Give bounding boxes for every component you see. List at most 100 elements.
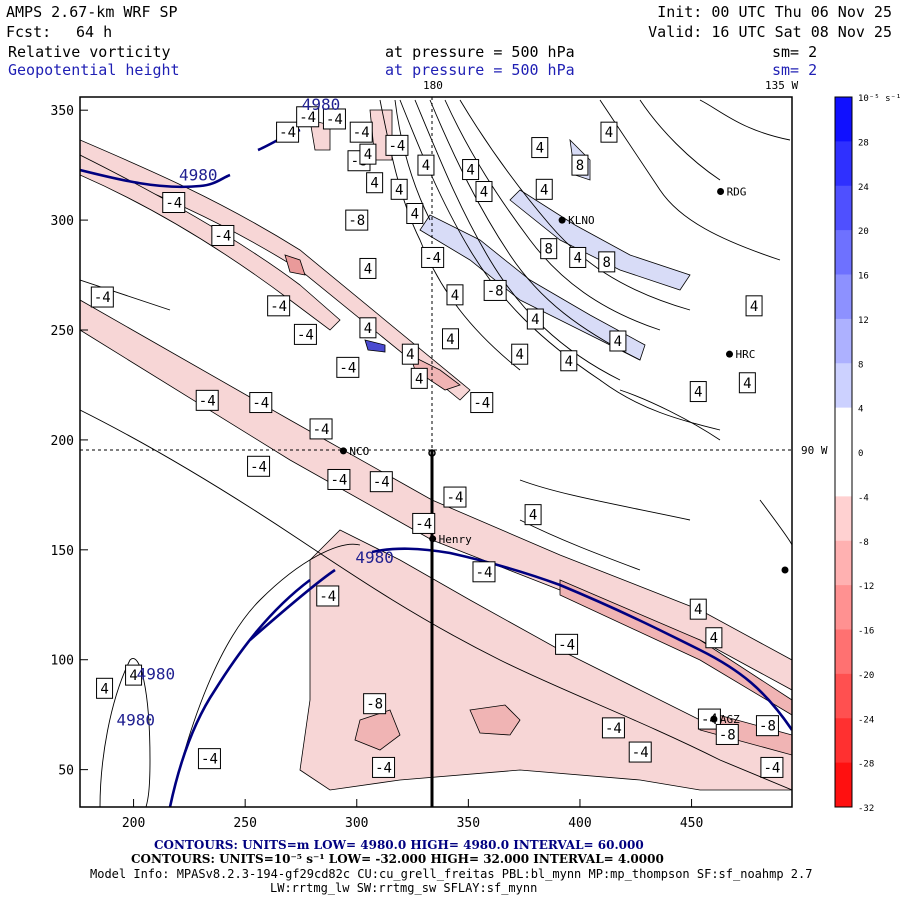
colorbar-segment	[835, 496, 852, 542]
svg-text:8: 8	[544, 242, 552, 258]
valid-time: Valid: 16 UTC Sat 08 Nov 25	[648, 23, 892, 41]
colorbar-tick-label: -20	[858, 671, 874, 681]
svg-text:4: 4	[100, 681, 108, 697]
svg-text:4: 4	[515, 347, 523, 363]
colorbar-segment	[835, 762, 852, 808]
vorticity-label: -4	[472, 561, 496, 583]
height-contour-label: 4980	[117, 711, 156, 730]
vorticity-label: 4	[366, 172, 384, 194]
svg-text:-4: -4	[763, 760, 780, 776]
colorbar-tick-label: 12	[858, 316, 869, 326]
svg-text:-4: -4	[313, 422, 330, 438]
colorbar-segment	[835, 318, 852, 364]
svg-text:4: 4	[574, 250, 582, 266]
vorticity-label: 8	[598, 251, 616, 273]
y-tick-label: 250	[51, 324, 74, 339]
station-dot	[717, 188, 725, 196]
svg-text:-4: -4	[252, 396, 269, 412]
svg-text:4: 4	[605, 125, 613, 141]
section-marker	[428, 449, 436, 457]
svg-text:8: 8	[603, 255, 611, 271]
svg-text:-4: -4	[373, 475, 390, 491]
meridian-90w-label: 90 W	[801, 444, 828, 457]
station-dot	[429, 535, 437, 543]
colorbar-tick-label: -8	[858, 538, 869, 548]
model-info: Model Info: MPASv8.2.3-194-gf29cd82c CU:…	[90, 867, 813, 881]
vorticity-label: 4	[511, 343, 529, 365]
vorticity-label: -4	[421, 246, 445, 268]
vorticity-label: -4	[316, 585, 340, 607]
vorticity-label: -4	[369, 471, 393, 493]
vorticity-label: -4	[760, 756, 784, 778]
colorbar-tick-label: -4	[858, 493, 869, 503]
colorbar: 28 24 20 16 12 8 4 0 -4 -8 -12 -16 -20 -24 -28 -32	[834, 96, 874, 814]
colorbar-tick-label: -28	[858, 760, 874, 770]
station-dot	[726, 350, 734, 358]
model-info-radiation: LW:rrtmg_lw SW:rrtmg_sw SFLAY:sf_mynn	[270, 881, 538, 895]
svg-text:-4: -4	[330, 472, 347, 488]
colorbar-segment	[835, 97, 852, 142]
svg-text:-4: -4	[353, 125, 370, 141]
meridian-135w-label: 135 W	[765, 79, 799, 92]
svg-text:-8: -8	[366, 697, 383, 713]
vorticity-contour-info: CONTOURS: UNITS=10⁻⁵ s⁻¹ LOW= -32.000 HI…	[131, 852, 664, 866]
svg-text:-4: -4	[299, 110, 316, 126]
y-tick-label: 300	[51, 214, 74, 229]
meridian-180-label: 180	[423, 79, 443, 92]
station-label-henry: Henry	[439, 533, 472, 546]
vorticity-label: 4	[401, 343, 419, 365]
vorticity-label: 4	[406, 203, 424, 225]
model-title: AMPS 2.67-km WRF SP	[6, 3, 178, 21]
svg-text:-4: -4	[326, 112, 343, 128]
vorticity-label: -4	[628, 741, 652, 763]
vorticity-label: -4	[309, 418, 333, 440]
svg-text:4: 4	[422, 158, 430, 174]
svg-text:4: 4	[406, 347, 414, 363]
station-label-agz: AGZ	[720, 713, 740, 726]
colorbar-segment	[835, 629, 852, 675]
vorticity-label: 4	[705, 627, 723, 649]
vorticity-label: -4	[197, 748, 221, 770]
y-tick-label: 200	[51, 434, 74, 449]
svg-text:4: 4	[743, 376, 751, 392]
svg-text:-4: -4	[375, 760, 392, 776]
svg-text:-4: -4	[319, 589, 336, 605]
vorticity-label: 4	[125, 664, 143, 686]
svg-text:-4: -4	[214, 228, 231, 244]
svg-text:4: 4	[466, 163, 474, 179]
colorbar-tick-label: -16	[858, 627, 874, 637]
svg-text:4: 4	[411, 207, 419, 223]
colorbar-tick-label: -32	[858, 804, 874, 814]
svg-text:-4: -4	[270, 299, 287, 315]
station-dot	[710, 715, 718, 723]
vorticity-label: 8	[571, 154, 589, 176]
vorticity-label: -4	[327, 468, 351, 490]
y-tick-label: 350	[51, 104, 74, 119]
vorticity-label: 4	[609, 330, 627, 352]
vorticity-label: -4	[372, 756, 396, 778]
colorbar-tick-label: 8	[858, 360, 863, 370]
vorticity-label: -4	[385, 134, 409, 156]
colorbar-tick-label: 28	[858, 138, 869, 148]
svg-text:4: 4	[370, 176, 378, 192]
vorticity-label: -4	[162, 192, 186, 214]
vorticity-label: 4	[410, 367, 428, 389]
forecast-value: 64 h	[76, 23, 113, 41]
svg-text:-8: -8	[487, 283, 504, 299]
svg-text:-4: -4	[605, 721, 622, 737]
colorbar-tick-label: 0	[858, 449, 863, 459]
svg-text:-4: -4	[415, 516, 432, 532]
svg-text:4: 4	[129, 668, 137, 684]
svg-text:-4: -4	[339, 360, 356, 376]
vorticity-label: 4	[417, 154, 435, 176]
vorticity-label: 4	[689, 598, 707, 620]
svg-text:4: 4	[364, 321, 372, 337]
colorbar-tick-label: -24	[858, 715, 874, 725]
svg-text:-4: -4	[165, 196, 182, 212]
vorticity-label: 4	[524, 504, 542, 526]
vorticity-label: -8	[363, 693, 387, 715]
svg-text:-8: -8	[348, 213, 365, 229]
svg-text:-4: -4	[279, 125, 296, 141]
vorticity-label: 4	[359, 143, 377, 165]
vorticity-label: -4	[697, 708, 721, 730]
